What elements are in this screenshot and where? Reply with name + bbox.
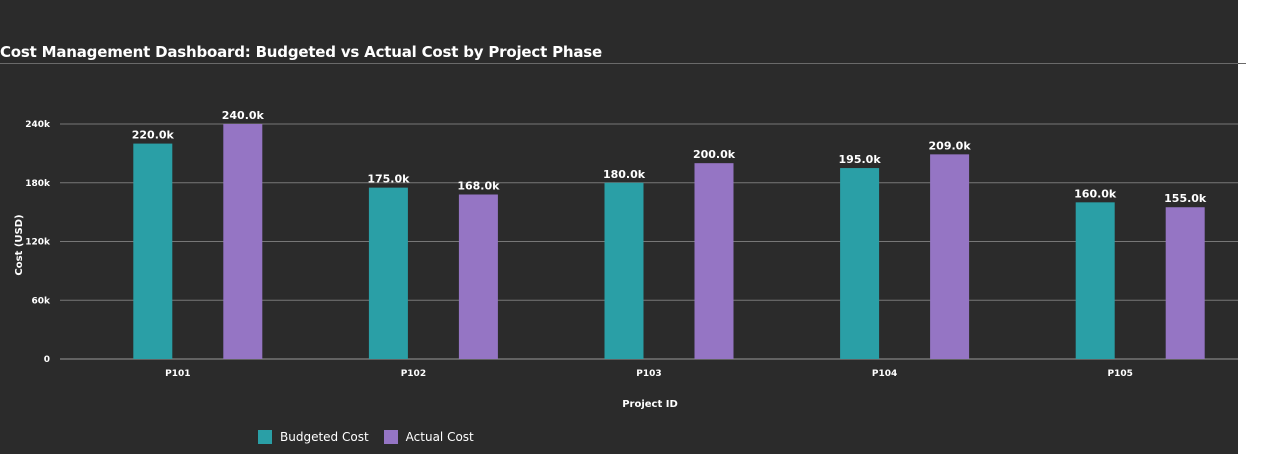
bar-budgeted [368, 187, 408, 359]
bar-actual [930, 154, 970, 359]
data-label: 220.0k [132, 129, 175, 142]
title-divider [0, 63, 1246, 64]
legend-label-budgeted: Budgeted Cost [280, 430, 369, 444]
data-label: 240.0k [222, 109, 265, 122]
data-label: 175.0k [367, 173, 410, 186]
y-tick-label: 240k [25, 120, 51, 130]
legend-swatch-budgeted [258, 430, 272, 444]
data-label: 195.0k [839, 153, 882, 166]
y-tick-label: 60k [31, 296, 51, 306]
x-axis-label: Project ID [622, 399, 678, 410]
data-label: 180.0k [603, 168, 646, 181]
x-tick-label: P102 [401, 369, 426, 379]
chart-panel: Cost Management Dashboard: Budgeted vs A… [0, 0, 1246, 454]
x-axis-ticks: P101 P102 P103 P104 P105 [165, 369, 1133, 379]
bars: 220.0k 240.0k 175.0k 168.0k 180.0k 200.0k 195.… [132, 109, 1207, 359]
legend-item-budgeted-cost[interactable]: Budgeted Cost [258, 430, 369, 444]
data-label: 160.0k [1074, 187, 1117, 200]
data-label: 155.0k [1164, 192, 1207, 205]
chart-title: Cost Management Dashboard: Budgeted vs A… [0, 43, 602, 61]
bar-actual [223, 124, 263, 359]
bar-actual [458, 194, 498, 359]
bar-budgeted [133, 143, 173, 359]
legend-swatch-actual [383, 430, 398, 444]
chart-legend: Budgeted Cost Actual Cost [258, 430, 489, 444]
y-axis-ticks: 0 60k 120k 180k 240k [25, 120, 51, 365]
data-label: 209.0k [929, 139, 972, 152]
x-tick-label: P105 [1108, 369, 1133, 379]
data-label: 168.0k [457, 180, 500, 193]
x-tick-label: P104 [872, 369, 897, 379]
x-tick-label: P101 [165, 369, 190, 379]
bar-actual [694, 163, 734, 359]
bar-budgeted [1075, 202, 1115, 359]
bar-chart: 0 60k 120k 180k 240k 220.0k 240.0k 175.0k 168.0… [14, 109, 1238, 410]
bar-budgeted [840, 168, 880, 359]
y-tick-label: 0 [44, 355, 50, 365]
bar-budgeted [604, 182, 644, 359]
y-tick-label: 180k [25, 179, 51, 189]
data-label: 200.0k [693, 148, 736, 161]
legend-label-actual: Actual Cost [405, 430, 474, 444]
y-axis-label: Cost (USD) [14, 214, 25, 275]
y-tick-label: 120k [25, 238, 51, 248]
legend-item-actual-cost[interactable]: Actual Cost [383, 430, 474, 444]
bar-actual [1165, 207, 1205, 359]
x-tick-label: P103 [636, 369, 661, 379]
